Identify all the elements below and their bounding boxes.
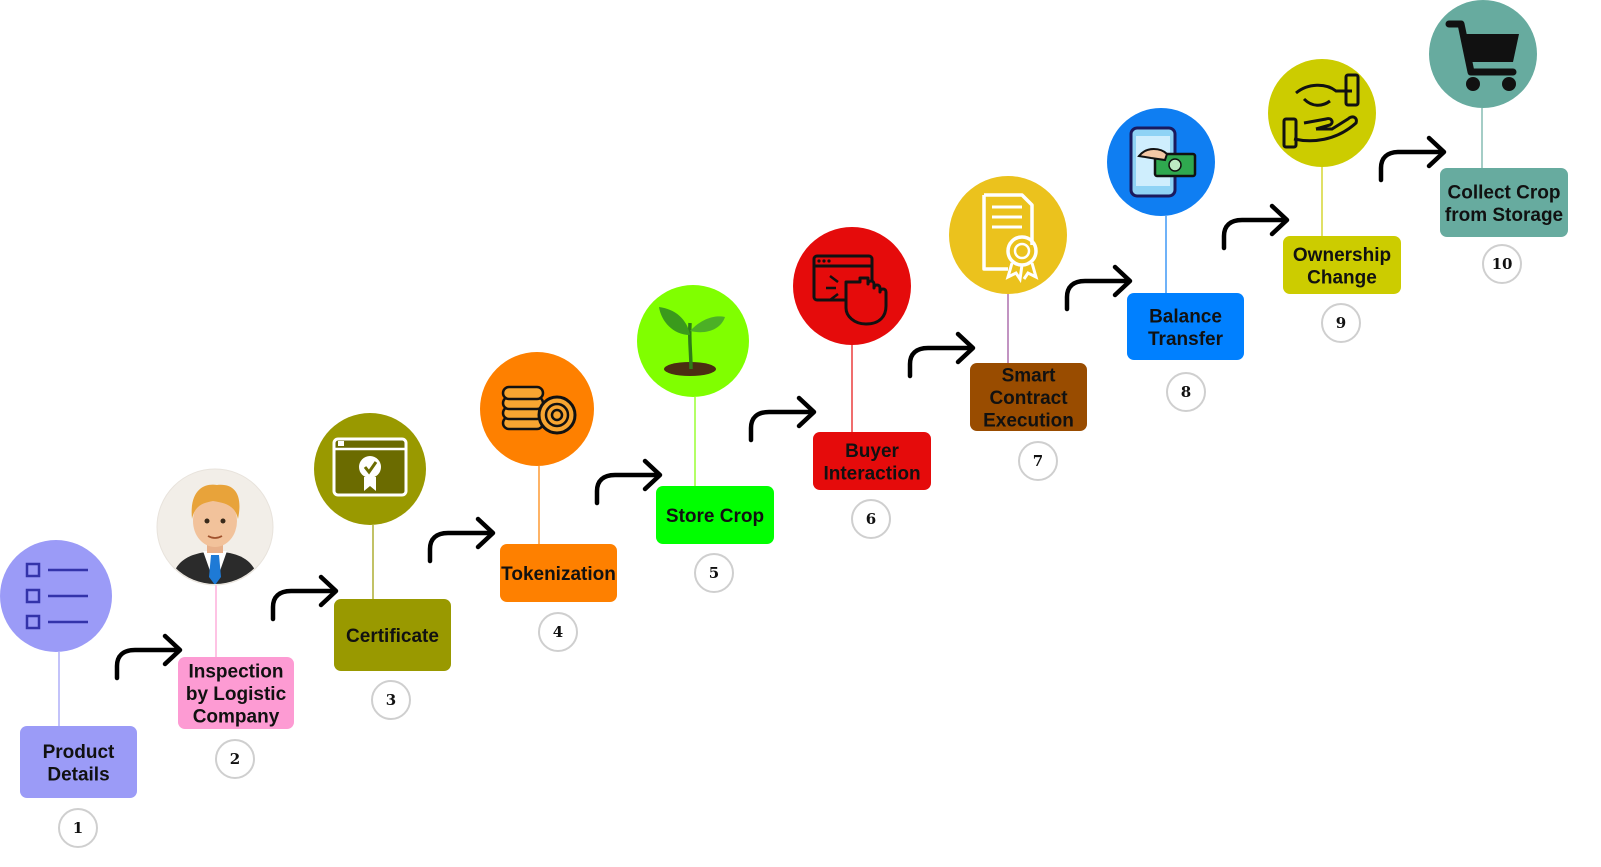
step-number-badge-10 — [1482, 244, 1522, 284]
step-circle-5 — [637, 285, 749, 397]
step-label-3-line-1: Certificate — [346, 626, 439, 647]
step-number-badge-3 — [371, 680, 411, 720]
flow-arrow-5 — [748, 409, 816, 443]
contract-document-icon — [982, 193, 1039, 284]
step-number-badge-8 — [1166, 372, 1206, 412]
step-number-8: 8 — [1181, 383, 1191, 401]
step-label-2-line-2: by Logistic — [186, 684, 287, 705]
step-label-6-line-1: Buyer — [845, 441, 899, 462]
step-label-2-line-1: Inspection — [188, 662, 283, 683]
step-number-7: 7 — [1033, 452, 1043, 470]
step-number-4: 4 — [553, 623, 563, 641]
step-label-10-line-2: from Storage — [1445, 205, 1563, 226]
hand-over-icon — [1282, 73, 1360, 149]
step-circle-10 — [1429, 0, 1537, 108]
step-label-4-line-1: Tokenization — [501, 564, 616, 585]
step-label-1-line-2: Details — [47, 764, 109, 785]
step-label-8-line-2: Transfer — [1148, 329, 1224, 350]
flow-arrowhead-1 — [162, 633, 183, 667]
flow-arrowhead-6 — [955, 331, 976, 365]
step-number-3: 3 — [386, 691, 396, 709]
flow-arrowhead-7 — [1112, 264, 1133, 298]
step-box-2 — [178, 657, 294, 729]
step-circle-3 — [314, 413, 426, 525]
step-circle-4 — [480, 352, 594, 466]
step-label-1-line-1: Product — [43, 742, 115, 763]
step-label-2-line-3: Company — [193, 707, 280, 728]
step-box-8 — [1127, 293, 1244, 360]
certificate-screen-icon — [332, 437, 408, 497]
browser-click-icon — [812, 254, 888, 326]
step-circle-1 — [0, 540, 112, 652]
flow-arrow-4 — [594, 472, 662, 506]
step-number-badge-2 — [215, 739, 255, 779]
step-number-9: 9 — [1336, 314, 1346, 332]
flow-arrowhead-3 — [475, 516, 496, 550]
step-label-7-line-2: Contract — [989, 388, 1068, 409]
step-box-7 — [970, 363, 1087, 431]
step-circle-6 — [793, 227, 911, 345]
step-label-5-line-1: Store Crop — [666, 506, 764, 527]
step-label-10-line-1: Collect Crop — [1448, 182, 1561, 203]
flow-arrowhead-5 — [796, 395, 817, 429]
step-box-6 — [813, 432, 931, 490]
step-number-badge-9 — [1321, 303, 1361, 343]
flow-arrow-7 — [1064, 278, 1132, 312]
flow-arrowhead-2 — [318, 574, 339, 608]
step-box-9 — [1283, 236, 1401, 294]
step-label-7-line-1: Smart — [1002, 366, 1057, 387]
step-number-badge-5 — [694, 553, 734, 593]
plant-sprout-icon — [659, 307, 725, 376]
step-circle-7 — [949, 176, 1067, 294]
step-number-5: 5 — [709, 564, 719, 582]
shopping-cart-icon — [1445, 20, 1519, 91]
step-circle-9 — [1268, 59, 1376, 167]
step-box-4 — [500, 544, 617, 602]
flow-arrowhead-4 — [642, 458, 663, 492]
flow-arrowhead-8 — [1269, 203, 1290, 237]
step-circle-8 — [1107, 108, 1215, 216]
step-number-badge-4 — [538, 612, 578, 652]
step-label-9-line-1: Ownership — [1293, 245, 1391, 266]
checklist-icon — [25, 562, 88, 630]
flow-arrow-6 — [907, 345, 975, 379]
step-label-8-line-1: Balance — [1149, 306, 1222, 327]
step-box-3 — [334, 599, 451, 671]
step-number-2: 2 — [230, 750, 240, 768]
step-box-5 — [656, 486, 774, 544]
step-number-10: 10 — [1492, 255, 1513, 273]
step-number-badge-6 — [851, 499, 891, 539]
inspector-person-icon — [170, 484, 260, 584]
flow-arrow-1 — [114, 647, 182, 681]
mobile-payment-icon — [1129, 126, 1197, 198]
step-circle-2 — [156, 468, 274, 586]
step-box-1 — [20, 726, 137, 798]
step-number-1: 1 — [73, 819, 83, 837]
step-label-9-line-2: Change — [1307, 267, 1377, 288]
step-number-badge-1 — [58, 808, 98, 848]
step-label-7-line-3: Execution — [983, 411, 1074, 432]
step-number-6: 6 — [866, 510, 876, 528]
flow-arrow-2 — [270, 588, 338, 622]
flow-arrow-3 — [427, 530, 495, 564]
flow-arrowhead-9 — [1426, 135, 1447, 169]
flow-arrow-9 — [1378, 149, 1446, 183]
coins-icon — [501, 385, 577, 435]
step-number-badge-7 — [1018, 441, 1058, 481]
step-label-6-line-2: Interaction — [823, 463, 920, 484]
flow-arrow-8 — [1221, 217, 1289, 251]
step-box-10 — [1440, 168, 1568, 237]
